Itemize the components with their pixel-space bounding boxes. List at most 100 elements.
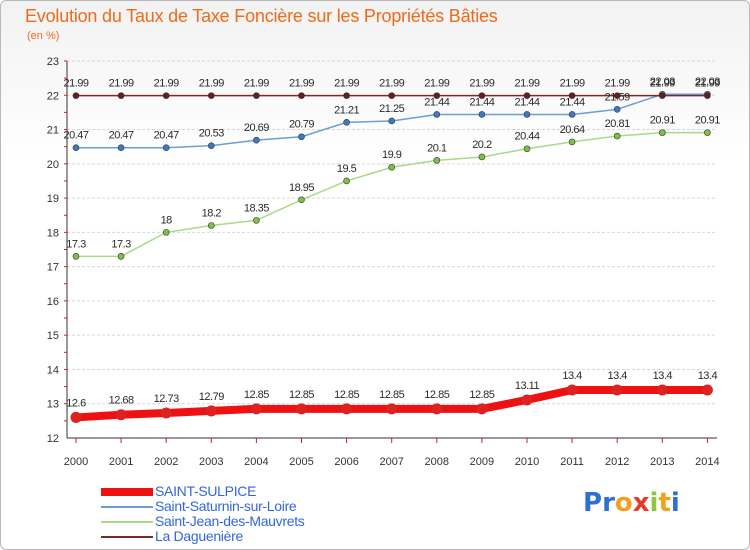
y-tick-label: 20 xyxy=(47,159,59,171)
legend-item: Saint-Saturnin-sur-Loire xyxy=(101,498,361,514)
x-ticks: 2000 2001 2002 2003 2004 2005 2006 2007 2008 2009… xyxy=(64,438,720,468)
data-point xyxy=(162,229,170,236)
logo-letter: i xyxy=(649,488,659,518)
data-label: 22.03 xyxy=(695,76,720,88)
y-tick-label: 18 xyxy=(47,227,59,239)
data-label: 20.64 xyxy=(560,124,585,136)
data-point xyxy=(476,403,488,415)
data-point xyxy=(298,196,305,204)
x-tick-label: 2007 xyxy=(379,456,403,468)
chart-title: Evolution du Taux de Taxe Foncière sur l… xyxy=(25,6,498,26)
data-label: 21.21 xyxy=(334,104,359,116)
data-point xyxy=(613,92,621,99)
legend-swatch xyxy=(101,536,153,538)
data-label: 20.91 xyxy=(695,115,720,127)
x-tick-label: 2011 xyxy=(560,456,584,468)
data-point xyxy=(433,92,441,99)
data-label: 18.35 xyxy=(244,202,269,214)
data-point xyxy=(613,132,621,140)
data-labels-3: 21.99 21.99 21.99 21.99 21.99 21.99 21.99 21.99… xyxy=(63,78,720,90)
data-label: 21.99 xyxy=(605,78,630,90)
y-minor-ticks xyxy=(64,60,67,422)
data-point xyxy=(253,92,260,99)
data-point xyxy=(658,129,666,136)
data-point xyxy=(70,411,82,423)
data-label: 21.99 xyxy=(379,78,404,90)
data-point xyxy=(388,92,396,99)
data-label: 21.99 xyxy=(695,78,720,90)
data-label: 13.4 xyxy=(562,370,582,382)
x-tick-label: 2000 xyxy=(64,456,88,468)
data-label: 21.59 xyxy=(605,91,630,103)
data-point xyxy=(115,409,127,421)
series-2 xyxy=(72,129,711,260)
data-point xyxy=(523,145,531,153)
data-point xyxy=(208,142,215,149)
data-point xyxy=(253,217,260,224)
data-label: 21.25 xyxy=(379,103,404,115)
data-point xyxy=(656,384,668,396)
x-tick-label: 2003 xyxy=(199,456,223,468)
data-label: 21.99 xyxy=(334,78,359,90)
x-tick-label: 2008 xyxy=(425,456,449,468)
data-label: 20.1 xyxy=(427,142,447,154)
legend-item: La Daguenière xyxy=(101,528,361,544)
data-point xyxy=(72,92,80,99)
data-label: 12.85 xyxy=(244,389,269,401)
data-label: 20.69 xyxy=(244,122,269,134)
data-label: 21.99 xyxy=(199,78,224,90)
data-label: 21.99 xyxy=(650,78,675,90)
logo-letter: P xyxy=(583,488,603,518)
data-label: 21.99 xyxy=(289,78,314,90)
y-tick-label: 15 xyxy=(47,330,59,342)
data-label: 21.44 xyxy=(469,96,494,108)
data-point xyxy=(611,384,623,396)
data-label: 21.99 xyxy=(63,78,88,90)
data-labels-0: 12.6 12.68 12.73 12.79 12.85 12.85 12.85 12.85 1… xyxy=(66,370,718,409)
x-tick-label: 2006 xyxy=(334,456,358,468)
legend-swatch xyxy=(101,488,153,496)
data-label: 13.4 xyxy=(653,370,673,382)
data-label: 20.47 xyxy=(109,130,134,142)
logo-letter: x xyxy=(632,488,650,518)
data-label: 12.85 xyxy=(334,389,359,401)
x-tick-label: 2002 xyxy=(154,456,178,468)
legend-swatch xyxy=(101,506,153,508)
data-point xyxy=(523,111,531,118)
y-tick-label: 14 xyxy=(47,364,59,376)
data-label: 13.11 xyxy=(515,380,540,392)
data-point xyxy=(298,92,305,99)
data-point xyxy=(478,92,486,99)
data-point xyxy=(521,394,533,406)
data-label: 12.6 xyxy=(66,397,86,409)
data-label: 12.85 xyxy=(469,389,494,401)
x-tick-label: 2004 xyxy=(244,456,268,468)
data-point xyxy=(117,92,125,99)
data-point xyxy=(704,92,711,99)
data-label: 21.99 xyxy=(244,78,269,90)
y-tick-label: 19 xyxy=(47,193,59,205)
data-label: 13.4 xyxy=(607,370,627,382)
data-point xyxy=(566,384,578,396)
logo-letter: r xyxy=(602,488,615,518)
data-point xyxy=(568,92,576,99)
data-point xyxy=(208,92,215,99)
series-0 xyxy=(70,384,713,423)
legend-item: SAINT-SULPICE xyxy=(101,483,361,499)
data-label: 22.03 xyxy=(650,76,675,88)
data-label: 17.3 xyxy=(111,238,131,250)
series-3 xyxy=(72,92,711,99)
y-tick-label: 17 xyxy=(47,262,59,274)
data-point xyxy=(117,144,125,152)
data-point xyxy=(162,92,170,99)
data-label: 20.2 xyxy=(472,139,492,151)
x-tick-label: 2013 xyxy=(650,456,674,468)
proxiti-logo: Proxiti xyxy=(583,488,680,518)
data-label: 20.47 xyxy=(63,130,88,142)
x-tick-label: 2005 xyxy=(289,456,313,468)
data-point xyxy=(72,144,80,152)
data-label: 19.5 xyxy=(337,163,357,175)
data-label: 21.44 xyxy=(424,96,449,108)
